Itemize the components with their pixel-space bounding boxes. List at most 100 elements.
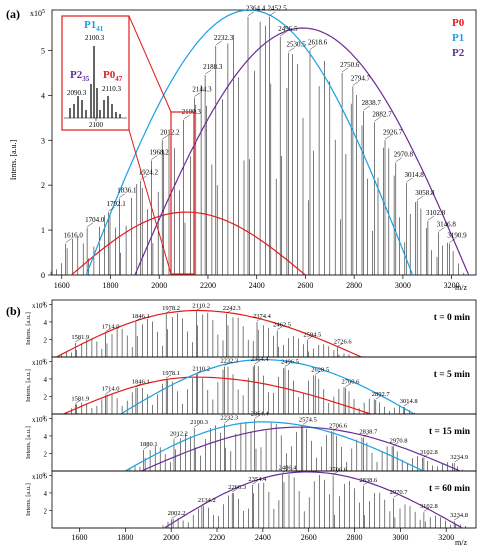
y-tick-label: 3 [41, 136, 45, 145]
panel-a-ylabel: Intens. [a.u.] [9, 139, 18, 180]
peak-leader [171, 515, 177, 519]
peak-label: 3014.8 [400, 398, 418, 405]
y-tick-label: 4 [44, 319, 48, 327]
peak-label: 1836.1 [117, 187, 137, 195]
peak-label: 2012.2 [170, 430, 188, 437]
peak-leader [105, 390, 111, 394]
peak-label: 1792.1 [107, 200, 127, 208]
peak-leader [119, 193, 126, 198]
peak-leader [333, 427, 339, 431]
peak-label: 2882.7 [372, 110, 392, 118]
peak-label: 1846.1 [132, 379, 150, 386]
peak-leader [363, 105, 370, 111]
peak-label: 2618.6 [308, 38, 328, 46]
y-tick-label: 4 [44, 490, 48, 498]
x-tick-label: 3000 [392, 533, 408, 542]
peak-label: 2760.6 [341, 379, 360, 386]
inset-label-p2: P235 [70, 69, 90, 83]
x-tick-label: 2800 [346, 281, 362, 290]
inset-peak-2100: 2100.3 [85, 34, 105, 42]
peak-leader [224, 362, 230, 366]
x-tick-label: 3000 [395, 281, 411, 290]
y-tick-label: 5 [41, 46, 45, 55]
peak-label: 1581.9 [71, 395, 89, 402]
envelope-p0 [56, 309, 362, 358]
panel-b-label: (b) [6, 304, 21, 318]
panel-a-label: (a) [6, 7, 20, 21]
peak-leader [363, 433, 369, 437]
inset-tick-label: 2100 [89, 121, 104, 129]
x-tick-label: 2600 [301, 533, 317, 542]
peak-leader [454, 516, 460, 521]
y-tick-label: 2 [44, 393, 48, 401]
peak-label: 2144.3 [192, 86, 212, 94]
peak-leader [143, 445, 149, 450]
subplot-1: 2 4 6 Intens. [a.u.]x106 t = 5 min 1581.9 1714… [25, 356, 477, 415]
subplot-3: 2 4 6 Intens. [a.u.]x106 t = 60 min 2002.2 213… [25, 465, 477, 529]
y-tick-label: 4 [44, 376, 48, 384]
peak-label: 2452.5 [267, 5, 287, 13]
y-tick-label: 2 [44, 507, 48, 515]
peak-leader [384, 135, 392, 140]
zoom-line-top [128, 15, 172, 113]
peak-label: 1978.1 [162, 370, 180, 377]
peak-label: 2750.6 [340, 61, 360, 69]
peak-leader [108, 206, 115, 212]
peak-label: 2706.6 [329, 466, 348, 473]
peak-label: 1846.1 [132, 313, 150, 320]
envelope-p0 [63, 376, 371, 415]
legend-p2: P2 [452, 47, 465, 59]
y-tick-label: 6 [44, 472, 48, 480]
subplot-yexp: x106 [32, 416, 46, 424]
y-tick-label: 1 [41, 226, 45, 235]
spectrum-trace [52, 419, 476, 472]
peak-leader [393, 442, 399, 446]
peak-label: 2926.7 [383, 128, 403, 136]
panel-b-xlabel: m/z [455, 538, 467, 547]
peak-label: 2706.6 [329, 423, 348, 430]
subplot-yexp: x106 [32, 302, 46, 310]
peak-leader [194, 92, 201, 97]
peak-label: 2496.5 [281, 359, 299, 366]
peak-leader [333, 471, 339, 475]
peak-leader [342, 67, 349, 73]
peak-label: 2594.5 [303, 331, 321, 338]
peak-label: 2530.5 [286, 41, 306, 49]
subplot-ylabel: Intens. [a.u.] [25, 312, 32, 345]
zoom-line-bottom [128, 129, 172, 275]
peak-leader [307, 336, 313, 340]
peak-leader [288, 47, 295, 52]
peak-label: 2364.4 [251, 356, 270, 363]
y-tick-label: 2 [44, 336, 48, 344]
peak-leader [309, 45, 317, 50]
peak-leader [403, 402, 409, 407]
envelope-p0 [71, 211, 306, 276]
subplot-time-label: t = 15 min [429, 427, 471, 437]
panel-a-axes: 1600 1800 2000 2200 2400 2600 2800 3000 3200 0 1 2 3… [41, 46, 460, 290]
peak-label: 2364.4 [251, 410, 270, 417]
peak-label: 1978.2 [162, 305, 180, 312]
x-tick-label: 2400 [249, 281, 265, 290]
peak-leader [269, 11, 276, 16]
inset-peak-2090: 2090.3 [67, 89, 87, 97]
peak-leader [256, 317, 263, 322]
peak-leader [166, 309, 172, 314]
peak-label: 2012.2 [160, 128, 180, 136]
inset-label-p1: P141 [84, 19, 104, 33]
x-tick-label: 2000 [163, 533, 179, 542]
peak-leader [254, 360, 260, 365]
peak-label: 1968.2 [149, 148, 169, 156]
peak-label: 1616.0 [64, 232, 84, 240]
peak-leader [277, 326, 283, 330]
peak-leader [204, 69, 212, 75]
x-tick-label: 1800 [102, 281, 118, 290]
subplot-time-label: t = 60 min [429, 484, 471, 494]
peak-leader [302, 421, 308, 425]
peak-leader [135, 317, 142, 322]
peak-leader [162, 135, 169, 140]
inset-label-p0: P047 [103, 69, 123, 83]
x-tick-label: 2600 [297, 281, 313, 290]
peak-label: 3146.8 [437, 220, 457, 228]
